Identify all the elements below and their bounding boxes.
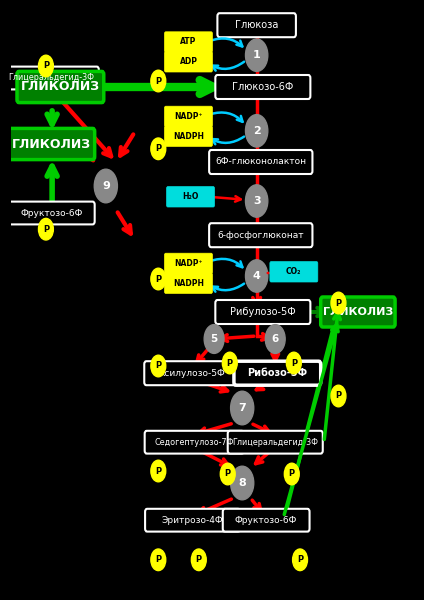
Circle shape [331,385,346,407]
Text: ГЛИКОЛИЗ: ГЛИКОЛИЗ [323,307,393,317]
Text: P: P [155,361,162,370]
Text: 1: 1 [253,50,260,60]
Text: ГЛИКОЛИЗ: ГЛИКОЛИЗ [21,80,100,94]
Circle shape [231,391,254,425]
FancyBboxPatch shape [167,187,215,207]
FancyBboxPatch shape [165,52,212,72]
Circle shape [285,463,299,485]
Text: 3: 3 [253,196,260,206]
Text: Рибозо-5Ф: Рибозо-5Ф [247,368,307,378]
Text: CO₂: CO₂ [286,267,301,276]
FancyBboxPatch shape [144,361,239,385]
Circle shape [151,70,166,92]
Text: P: P [289,469,295,479]
Text: ATP: ATP [180,37,197,46]
FancyBboxPatch shape [165,253,212,274]
Text: P: P [291,358,297,367]
Text: NADPH: NADPH [173,278,204,287]
FancyBboxPatch shape [165,126,212,146]
FancyBboxPatch shape [209,223,312,247]
Text: ГЛИКОЛИЗ: ГЛИКОЛИЗ [12,137,91,151]
Text: P: P [225,469,231,479]
Text: P: P [335,298,341,307]
Text: 5: 5 [210,334,218,344]
Circle shape [94,169,117,203]
FancyBboxPatch shape [228,431,323,454]
Text: P: P [297,556,303,564]
FancyBboxPatch shape [165,273,212,293]
Circle shape [220,463,235,485]
Text: Ксилулозо-5Ф: Ксилулозо-5Ф [159,368,225,378]
Text: P: P [155,275,162,283]
Text: Фруктозо-6Ф: Фруктозо-6Ф [20,208,83,217]
Text: P: P [155,467,162,475]
Circle shape [191,549,206,571]
Text: Рибулозо-5Ф: Рибулозо-5Ф [230,307,296,317]
Text: Глюкоза: Глюкоза [235,20,278,30]
Text: NADP⁺: NADP⁺ [174,259,203,268]
Text: NADP⁺: NADP⁺ [174,112,203,121]
Text: P: P [43,61,49,70]
Text: 9: 9 [102,181,110,191]
Circle shape [293,549,307,571]
FancyBboxPatch shape [4,67,99,89]
Circle shape [39,218,53,240]
Text: P: P [43,224,49,233]
Circle shape [245,260,268,292]
Text: H₂O: H₂O [182,192,199,201]
FancyBboxPatch shape [209,150,312,174]
Text: P: P [227,358,233,367]
Circle shape [286,352,301,374]
FancyBboxPatch shape [234,361,321,385]
Text: Фруктозо-6Ф: Фруктозо-6Ф [235,515,297,524]
Circle shape [245,185,268,217]
Text: NADPH: NADPH [173,131,204,140]
Text: 6-фосфоглюконат: 6-фосфоглюконат [218,230,304,239]
Text: P: P [155,556,162,564]
Text: P: P [335,391,341,401]
FancyBboxPatch shape [215,75,310,99]
FancyBboxPatch shape [165,106,212,127]
Circle shape [204,325,224,353]
FancyBboxPatch shape [145,431,244,454]
Text: P: P [196,556,202,564]
FancyBboxPatch shape [8,202,95,224]
FancyBboxPatch shape [8,128,95,160]
Text: Глюкозо-6Ф: Глюкозо-6Ф [232,82,293,92]
Circle shape [151,355,166,377]
Circle shape [151,460,166,482]
FancyBboxPatch shape [321,297,395,327]
FancyBboxPatch shape [145,509,240,532]
Circle shape [245,39,268,71]
Circle shape [331,292,346,314]
Text: Глицеральдегид-3Ф: Глицеральдегид-3Ф [8,73,94,82]
Text: 6: 6 [272,334,279,344]
Text: Седогептулозо-7Ф: Седогептулозо-7Ф [154,438,234,446]
FancyBboxPatch shape [17,71,104,103]
Text: P: P [155,144,162,153]
Circle shape [231,466,254,500]
FancyBboxPatch shape [215,300,310,324]
FancyBboxPatch shape [223,509,310,532]
FancyBboxPatch shape [218,13,296,37]
Text: 4: 4 [253,271,261,281]
Circle shape [222,352,237,374]
Circle shape [39,55,53,77]
Text: 8: 8 [238,478,246,488]
Text: Глицеральдегид-3Ф: Глицеральдегид-3Ф [232,438,318,446]
Text: P: P [155,76,162,85]
FancyBboxPatch shape [165,32,212,52]
Text: Эритрозо-4Ф: Эритрозо-4Ф [162,515,223,524]
Circle shape [151,138,166,160]
Text: 6Ф-глюконолактон: 6Ф-глюконолактон [215,157,307,166]
Circle shape [151,549,166,571]
Circle shape [245,115,268,147]
FancyBboxPatch shape [270,262,318,282]
Text: 2: 2 [253,126,260,136]
Text: 7: 7 [238,403,246,413]
Text: ADP: ADP [179,57,198,66]
Circle shape [151,268,166,290]
Circle shape [265,325,285,353]
